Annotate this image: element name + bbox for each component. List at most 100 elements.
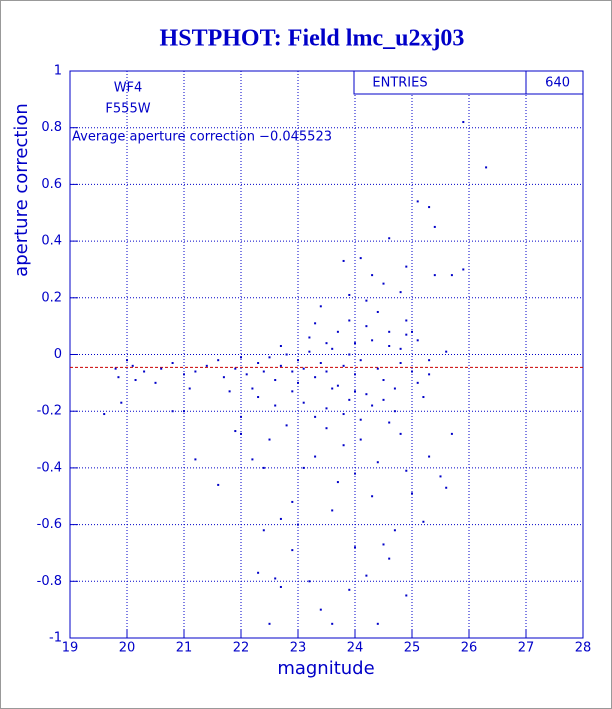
point (359, 438, 362, 441)
point (348, 588, 351, 591)
point (354, 390, 356, 393)
point (376, 310, 379, 313)
point (319, 608, 322, 611)
point (302, 466, 305, 469)
point (382, 398, 385, 401)
point (376, 461, 379, 464)
y-tick-label: -0.2 (37, 404, 62, 419)
point (416, 200, 419, 203)
point (285, 424, 288, 427)
y-tick-label: 0.8 (41, 120, 62, 135)
point (405, 265, 408, 268)
point (314, 322, 317, 325)
point (228, 390, 231, 393)
point (251, 458, 254, 461)
point (331, 347, 334, 350)
point (262, 529, 265, 532)
point (388, 557, 391, 560)
point (279, 344, 282, 347)
point (274, 577, 277, 580)
point (160, 367, 163, 370)
point (365, 299, 368, 302)
point (308, 350, 311, 353)
point (382, 379, 385, 382)
stats-value: 640 (545, 76, 570, 91)
point (279, 364, 282, 367)
point (371, 339, 374, 342)
point (262, 466, 265, 469)
point (331, 509, 334, 512)
point (388, 344, 391, 347)
point (279, 585, 282, 588)
point (331, 387, 334, 390)
point (314, 376, 317, 379)
x-tick-label: 19 (62, 641, 79, 656)
point (245, 373, 248, 376)
y-tick-label: 0.4 (41, 234, 62, 249)
point (354, 342, 356, 345)
point (285, 353, 288, 356)
point (399, 432, 402, 435)
point (422, 520, 425, 523)
point (240, 415, 242, 418)
point (336, 330, 339, 333)
point (388, 237, 391, 240)
point (302, 367, 305, 370)
point (297, 381, 299, 384)
x-tick-label: 20 (119, 641, 136, 656)
point (445, 350, 448, 353)
point (411, 492, 413, 495)
point (331, 622, 334, 625)
x-tick-label: 26 (461, 641, 478, 656)
point (194, 458, 197, 461)
point (268, 622, 271, 625)
x-tick-label: 25 (404, 641, 421, 656)
point (428, 206, 431, 209)
point (371, 404, 374, 407)
point (183, 373, 185, 376)
point (205, 364, 208, 367)
point (359, 257, 362, 260)
annotation: WF4 (114, 81, 143, 96)
point (428, 359, 431, 362)
point (433, 274, 436, 277)
point (291, 370, 294, 373)
point (291, 500, 294, 503)
point (325, 427, 328, 430)
point (131, 364, 134, 367)
y-tick-label: -0.6 (37, 517, 62, 532)
point (308, 580, 311, 583)
point (319, 362, 322, 365)
point (257, 571, 260, 574)
y-tick-label: -0.8 (37, 574, 62, 589)
point (342, 444, 345, 447)
point (194, 370, 197, 373)
point (171, 410, 174, 413)
point (154, 381, 157, 384)
point (354, 472, 356, 475)
point (428, 455, 431, 458)
point (297, 523, 299, 526)
point (348, 353, 351, 356)
point (382, 543, 385, 546)
point (217, 359, 220, 362)
point (388, 421, 391, 424)
y-tick-label: -0.4 (37, 460, 62, 475)
point (348, 319, 351, 322)
point (274, 379, 277, 382)
point (171, 362, 174, 365)
point (262, 370, 265, 373)
average-label: Average aperture correction −0.045523 (72, 130, 332, 145)
point (365, 574, 368, 577)
point (393, 529, 396, 532)
point (342, 259, 345, 262)
point (416, 381, 419, 384)
x-tick-label: 23 (290, 641, 307, 656)
point (234, 367, 237, 370)
point (120, 401, 123, 404)
point (279, 517, 282, 520)
x-tick-label: 22 (233, 641, 250, 656)
point (251, 387, 254, 390)
